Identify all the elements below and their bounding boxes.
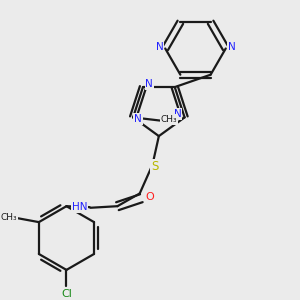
Text: CH₃: CH₃ <box>1 213 17 222</box>
Text: N: N <box>174 109 182 119</box>
Text: O: O <box>146 192 154 202</box>
Text: N: N <box>228 42 236 52</box>
Text: N: N <box>146 79 153 89</box>
Text: HN: HN <box>72 202 87 212</box>
Text: CH₃: CH₃ <box>161 115 177 124</box>
Text: N: N <box>134 114 142 124</box>
Text: N: N <box>156 42 164 52</box>
Text: Cl: Cl <box>61 290 72 299</box>
Text: S: S <box>151 160 159 173</box>
